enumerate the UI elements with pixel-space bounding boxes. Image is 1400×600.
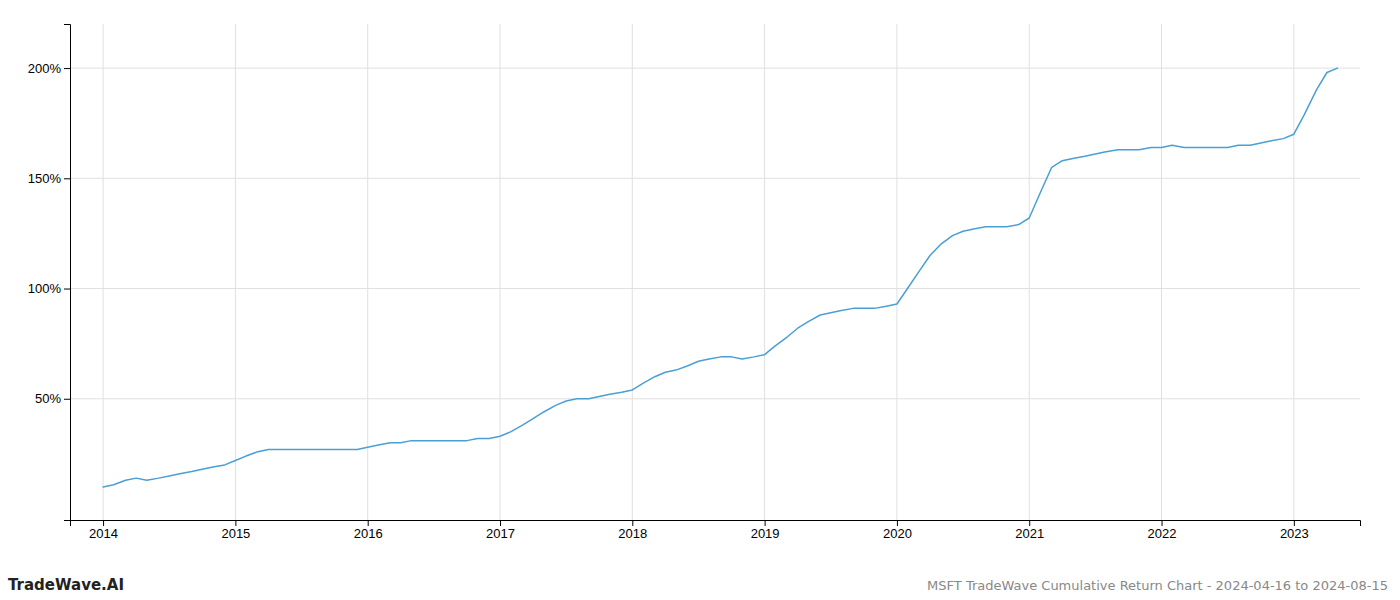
x-tick-mark	[103, 520, 104, 526]
grid-line-y	[70, 288, 1360, 289]
x-tick: 2014	[89, 520, 118, 541]
title: MSFT TradeWave Cumulative Return Chart -…	[927, 578, 1388, 593]
grid-line-x	[103, 24, 104, 520]
x-tick-label: 2014	[89, 526, 118, 541]
x-tick-label: 2019	[751, 526, 780, 541]
y-tick-label: 200%	[28, 61, 62, 76]
y-tick-mark	[64, 178, 70, 179]
x-tick-label: 2021	[1015, 526, 1044, 541]
x-tick: 2019	[751, 520, 780, 541]
x-tick: 2021	[1015, 520, 1044, 541]
x-tick-mark	[235, 520, 236, 526]
x-tick-label: 2017	[486, 526, 515, 541]
y-tick-mark	[64, 68, 70, 69]
x-tick-label: 2022	[1148, 526, 1177, 541]
x-tick-label: 2018	[618, 526, 647, 541]
y-tick-mark	[64, 399, 70, 400]
y-tick-mark	[64, 289, 70, 290]
y-axis-line	[64, 25, 71, 521]
grid	[70, 24, 1360, 520]
y-tick-label: 100%	[28, 281, 62, 296]
x-tick-label: 2023	[1280, 526, 1309, 541]
x-tick: 2022	[1148, 520, 1177, 541]
grid-line-x	[1029, 24, 1030, 520]
y-tick: 150%	[28, 171, 70, 186]
line	[103, 68, 1337, 487]
x-tick: 2018	[618, 520, 647, 541]
x-tick-label: 2020	[883, 526, 912, 541]
x-axis-line	[71, 521, 1361, 527]
grid-line-y	[70, 178, 1360, 179]
x-tick-mark	[368, 520, 369, 526]
grid-line-x	[235, 24, 236, 520]
grid-line-x	[764, 24, 765, 520]
grid-line-x	[367, 24, 368, 520]
x-axis: 2014 2015 2016 2017 2018 2019 2020 2021 2022 2023	[71, 520, 1361, 541]
x-tick-mark	[1294, 520, 1295, 526]
y-tick: 50%	[35, 391, 70, 406]
x-tick-mark	[1029, 520, 1030, 526]
grid-line-y	[70, 398, 1360, 399]
y-tick-label: 50%	[35, 391, 61, 406]
x-tick-label: 2016	[354, 526, 383, 541]
grid-line-y	[70, 68, 1360, 69]
plot-area: 2014 2015 2016 2017 2018 2019 2020 2021 2022 2023…	[28, 24, 1361, 541]
watermark: TradeWave.AI	[8, 576, 124, 594]
x-tick-mark	[765, 520, 766, 526]
chart: 2014 2015 2016 2017 2018 2019 2020 2021 2022 2023…	[0, 0, 1400, 600]
y-tick: 200%	[28, 61, 70, 76]
grid-line-x	[632, 24, 633, 520]
x-tick-label: 2015	[221, 526, 250, 541]
x-tick: 2020	[883, 520, 912, 541]
marks	[103, 68, 1337, 487]
x-tick-mark	[1162, 520, 1163, 526]
x-tick: 2016	[354, 520, 383, 541]
y-axis: 50% 100% 150% 200%	[28, 25, 71, 521]
y-tick-label: 150%	[28, 171, 62, 186]
x-tick: 2015	[221, 520, 250, 541]
x-tick-mark	[897, 520, 898, 526]
grid-line-x	[896, 24, 897, 520]
y-tick: 100%	[28, 281, 70, 296]
grid-line-x	[500, 24, 501, 520]
x-tick-mark	[632, 520, 633, 526]
grid-line-x	[1161, 24, 1162, 520]
x-tick: 2017	[486, 520, 515, 541]
x-tick: 2023	[1280, 520, 1309, 541]
x-tick-mark	[500, 520, 501, 526]
grid-line-x	[1293, 24, 1294, 520]
